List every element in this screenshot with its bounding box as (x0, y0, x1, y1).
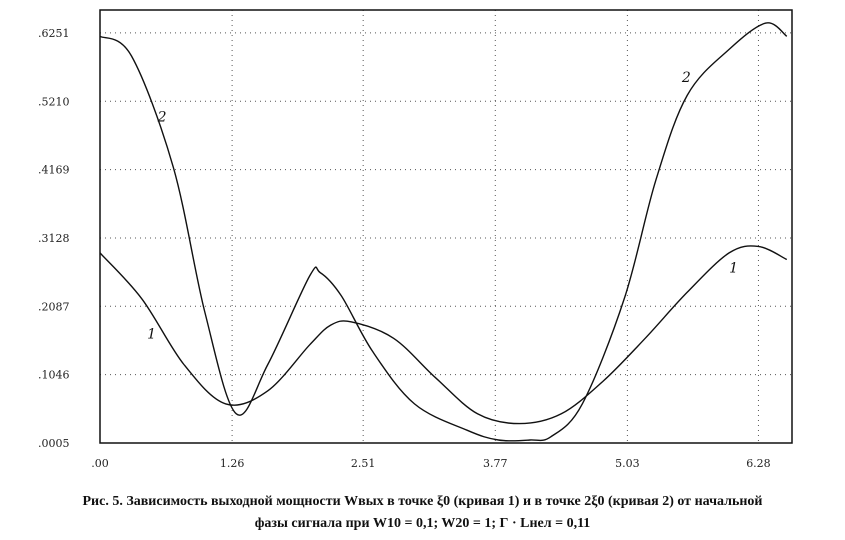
x-tick-label: 6.28 (746, 457, 771, 470)
y-tick-label: .4169 (38, 164, 70, 177)
x-tick-label: 2.51 (351, 457, 376, 470)
series-line-1 (99, 245, 788, 425)
chart: .0005 .1046 .2087 .3128 .4169 .5210 .6251 .00 1.… (38, 9, 793, 470)
y-tick-label: .3128 (38, 232, 70, 245)
grid (100, 10, 792, 443)
plot-frame (99, 9, 793, 444)
series-line-2 (99, 22, 788, 442)
curve-label: 1 (147, 326, 156, 342)
tick-labels: .0005 .1046 .2087 .3128 .4169 .5210 .6251 .00 1.… (38, 27, 771, 470)
series-layer (99, 22, 788, 442)
x-tick-label: 5.03 (615, 457, 640, 470)
curve-label: 2 (681, 70, 691, 86)
x-tick-label: 1.26 (220, 457, 245, 470)
figure-caption-line-1: Рис. 5. Зависимость выходной мощности Wв… (82, 494, 763, 509)
y-tick-label: .6251 (38, 27, 70, 40)
x-tick-label: .00 (91, 457, 109, 470)
y-tick-label: .5210 (38, 95, 70, 108)
y-tick-label: .1046 (38, 369, 70, 382)
y-tick-label: .2087 (38, 300, 70, 313)
y-tick-label: .0005 (38, 437, 70, 450)
curve-label: 1 (729, 261, 738, 277)
x-tick-label: 3.77 (483, 457, 508, 470)
figure-caption-line-2: фазы сигнала при W10 = 0,1; W20 = 1; Г ·… (254, 516, 591, 531)
curve-labels: 2 1 2 1 (147, 70, 738, 342)
curve-label: 2 (157, 110, 167, 126)
